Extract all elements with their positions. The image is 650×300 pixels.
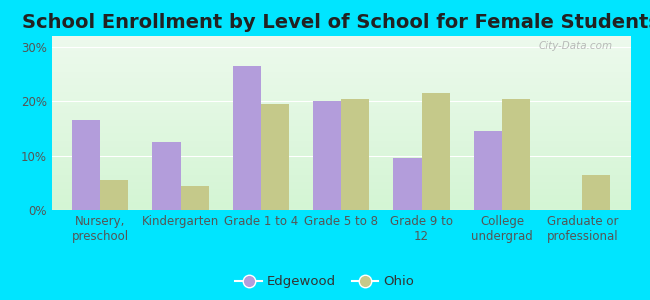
Bar (582, 175, 610, 210)
Bar (474, 131, 502, 210)
Bar (393, 158, 422, 210)
Bar (422, 93, 450, 210)
Legend: Edgewood, Ohio: Edgewood, Ohio (230, 270, 420, 293)
Bar (153, 142, 181, 210)
Text: City-Data.com: City-Data.com (539, 41, 613, 51)
Bar (502, 98, 530, 210)
Bar (233, 66, 261, 210)
Bar (181, 185, 209, 210)
Title: School Enrollment by Level of School for Female Students: School Enrollment by Level of School for… (22, 13, 650, 32)
Bar (341, 98, 369, 210)
Bar (261, 104, 289, 210)
Bar (100, 180, 128, 210)
Bar (313, 101, 341, 210)
Bar (72, 120, 100, 210)
